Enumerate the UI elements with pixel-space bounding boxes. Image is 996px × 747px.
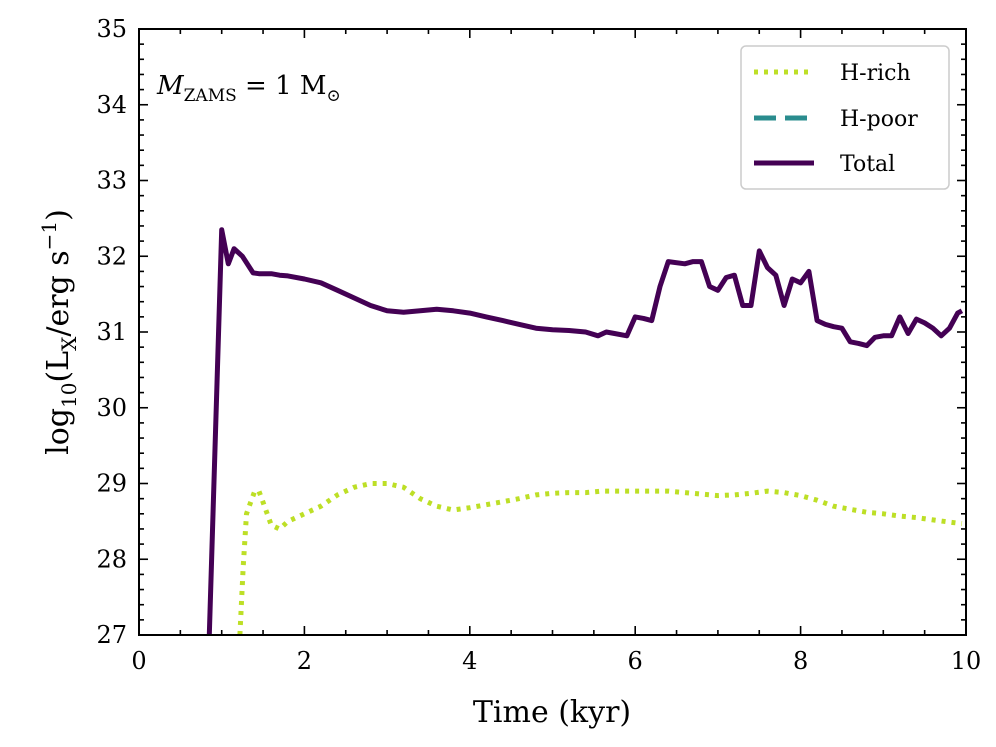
y-tick-labels: 27 28 29 30 31 32 33 34 35 — [96, 15, 127, 649]
y-tick-label: 32 — [96, 242, 127, 270]
x-tick-label: 4 — [462, 647, 477, 675]
legend-label-total: Total — [840, 152, 895, 177]
y-tick-label: 35 — [96, 15, 127, 43]
series-layer — [206, 227, 964, 635]
series-line-total — [206, 227, 964, 635]
y-tick-label: 28 — [96, 545, 127, 573]
x-tick-label: 0 — [131, 647, 146, 675]
ticks-layer — [138, 28, 967, 636]
y-tick-label: 33 — [96, 167, 127, 195]
mass-annotation: MZAMS = 1 M⊙ — [156, 71, 341, 106]
y-axis-label: log10(LX/erg s−1) — [37, 209, 81, 455]
y-tick-label: 31 — [96, 318, 127, 346]
series-line-h-rich — [237, 481, 963, 635]
x-tick-label: 8 — [793, 647, 808, 675]
y-tick-label: 29 — [96, 470, 127, 498]
legend-label-h-rich: H-rich — [840, 61, 911, 86]
x-tick-labels: 0 2 4 6 8 10 — [131, 647, 981, 675]
legend: H-rich H-poor Total — [740, 45, 950, 190]
legend-label-h-poor: H-poor — [840, 107, 918, 132]
y-tick-label: 34 — [96, 91, 127, 119]
x-tick-label: 2 — [297, 647, 312, 675]
y-tick-label: 30 — [96, 394, 127, 422]
x-tick-label: 6 — [628, 647, 643, 675]
y-tick-label: 27 — [96, 621, 127, 649]
legend-box — [740, 45, 950, 190]
x-axis-label: Time (kyr) — [473, 695, 631, 730]
x-tick-label: 10 — [951, 647, 982, 675]
